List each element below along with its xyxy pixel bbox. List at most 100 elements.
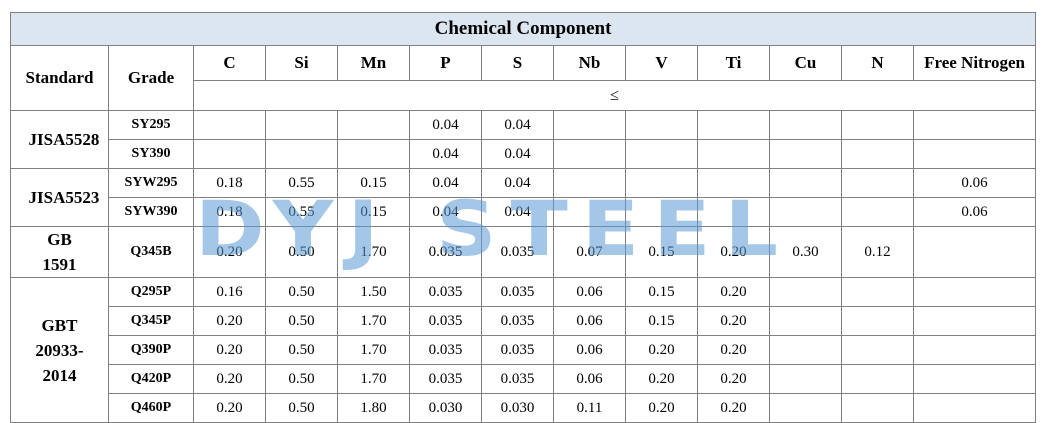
value-cell [769, 364, 842, 394]
value-cell [553, 197, 626, 227]
value-cell [553, 110, 626, 140]
table-row: SY390 0.04 0.04 [11, 139, 1037, 169]
grade-cell: Q295P [108, 277, 194, 307]
value-cell: 0.20 [697, 277, 770, 307]
value-cell: 0.07 [553, 226, 626, 278]
value-cell: 0.035 [481, 226, 554, 278]
value-cell: 0.20 [697, 306, 770, 336]
value-cell: 0.20 [193, 393, 266, 423]
grade-header: Grade [108, 45, 194, 111]
grade-cell: Q345B [108, 226, 194, 278]
value-cell [841, 277, 914, 307]
value-cell: 0.15 [625, 226, 698, 278]
value-cell [697, 139, 770, 169]
value-cell: 0.50 [265, 306, 338, 336]
element-header: C [193, 45, 266, 81]
table-row: SYW390 0.18 0.55 0.15 0.04 0.04 0.06 [11, 197, 1037, 227]
table-row: Standard Grade C Si Mn P S Nb V Ti Cu N Free Nitroge… [10, 45, 1037, 111]
chemical-table: Chemical Component Standard Grade C Si Mn P S Nb… [9, 12, 1037, 423]
table-row: Q420P 0.20 0.50 1.70 0.035 0.035 0.06 0.20 0.20 [11, 364, 1037, 394]
standard-cell: JISA5523 [10, 168, 109, 227]
value-cell: 0.50 [265, 335, 338, 365]
element-header: N [841, 45, 914, 81]
value-cell [769, 168, 842, 198]
value-cell: 0.20 [193, 335, 266, 365]
value-cell [769, 139, 842, 169]
value-cell: 0.035 [409, 364, 482, 394]
value-cell: 0.16 [193, 277, 266, 307]
value-cell: 0.20 [697, 226, 770, 278]
table-row: GB 1591 Q345B 0.20 0.50 1.70 0.035 0.035 0.07 0.… [10, 226, 1037, 278]
value-cell [553, 168, 626, 198]
value-cell: 0.20 [697, 335, 770, 365]
grade-cell: SY295 [108, 110, 194, 140]
value-cell: 0.30 [769, 226, 842, 278]
value-cell: 0.20 [193, 306, 266, 336]
value-cell: 0.55 [265, 168, 338, 198]
limit-note: ≤ [192, 80, 1037, 111]
value-cell [697, 197, 770, 227]
value-cell: 0.06 [912, 197, 1037, 227]
value-cell: 0.20 [193, 364, 266, 394]
value-cell: 0.030 [481, 393, 554, 423]
value-cell [769, 393, 842, 423]
value-cell: 0.12 [841, 226, 914, 278]
value-cell: 0.18 [193, 168, 266, 198]
value-cell: 0.50 [265, 364, 338, 394]
element-header: Ti [697, 45, 770, 81]
value-cell: 1.70 [337, 226, 410, 278]
element-header: Free Nitrogen [912, 45, 1037, 81]
value-cell [625, 139, 698, 169]
value-cell [769, 335, 842, 365]
value-cell: 0.50 [265, 277, 338, 307]
value-cell: 0.035 [409, 335, 482, 365]
value-cell [193, 139, 266, 169]
value-cell: 0.55 [265, 197, 338, 227]
grade-cell: Q390P [108, 335, 194, 365]
value-cell [625, 197, 698, 227]
value-cell [769, 306, 842, 336]
value-cell [769, 277, 842, 307]
value-cell: 0.20 [625, 393, 698, 423]
value-cell [841, 139, 914, 169]
value-cell [841, 197, 914, 227]
value-cell: 0.18 [193, 197, 266, 227]
value-cell [841, 364, 914, 394]
standard-label: JISA5528 [28, 130, 100, 149]
value-cell: 1.50 [337, 277, 410, 307]
value-cell: 0.035 [481, 335, 554, 365]
value-cell [337, 110, 410, 140]
value-cell [193, 110, 266, 140]
standard-cell: GBT 20933-2014 [10, 277, 109, 423]
value-cell [912, 226, 1037, 278]
table-row: Chemical Component [9, 12, 1037, 46]
standard-label: GBT 20933-2014 [35, 315, 84, 385]
value-cell: 0.15 [625, 277, 698, 307]
value-cell: 0.50 [265, 393, 338, 423]
table-row: JISA5523 SYW295 0.18 0.55 0.15 0.04 0.04 0.06 [10, 168, 1037, 227]
value-cell: 0.035 [409, 226, 482, 278]
table-title: Chemical Component [9, 12, 1037, 46]
value-cell: 0.035 [409, 277, 482, 307]
element-header: Si [265, 45, 338, 81]
value-cell: 0.06 [553, 364, 626, 394]
value-cell [337, 139, 410, 169]
value-cell [265, 139, 338, 169]
value-cell [912, 277, 1037, 307]
table-row: GBT 20933-2014 Q295P 0.16 0.50 1.50 0.035 0.03… [10, 277, 1037, 423]
standard-label: GB 1591 [42, 230, 77, 274]
value-cell [769, 110, 842, 140]
standard-header: Standard [10, 45, 109, 111]
value-cell: 0.20 [193, 226, 266, 278]
value-cell [912, 110, 1037, 140]
value-cell: 0.15 [337, 168, 410, 198]
table-row: Q390P 0.20 0.50 1.70 0.035 0.035 0.06 0.20 0.20 [11, 335, 1037, 365]
grade-cell: SYW295 [108, 168, 194, 198]
value-cell: 0.035 [481, 277, 554, 307]
standard-cell: JISA5528 [10, 110, 109, 169]
value-cell [625, 110, 698, 140]
element-header: V [625, 45, 698, 81]
value-cell: 0.06 [912, 168, 1037, 198]
value-cell [841, 110, 914, 140]
value-cell [841, 168, 914, 198]
